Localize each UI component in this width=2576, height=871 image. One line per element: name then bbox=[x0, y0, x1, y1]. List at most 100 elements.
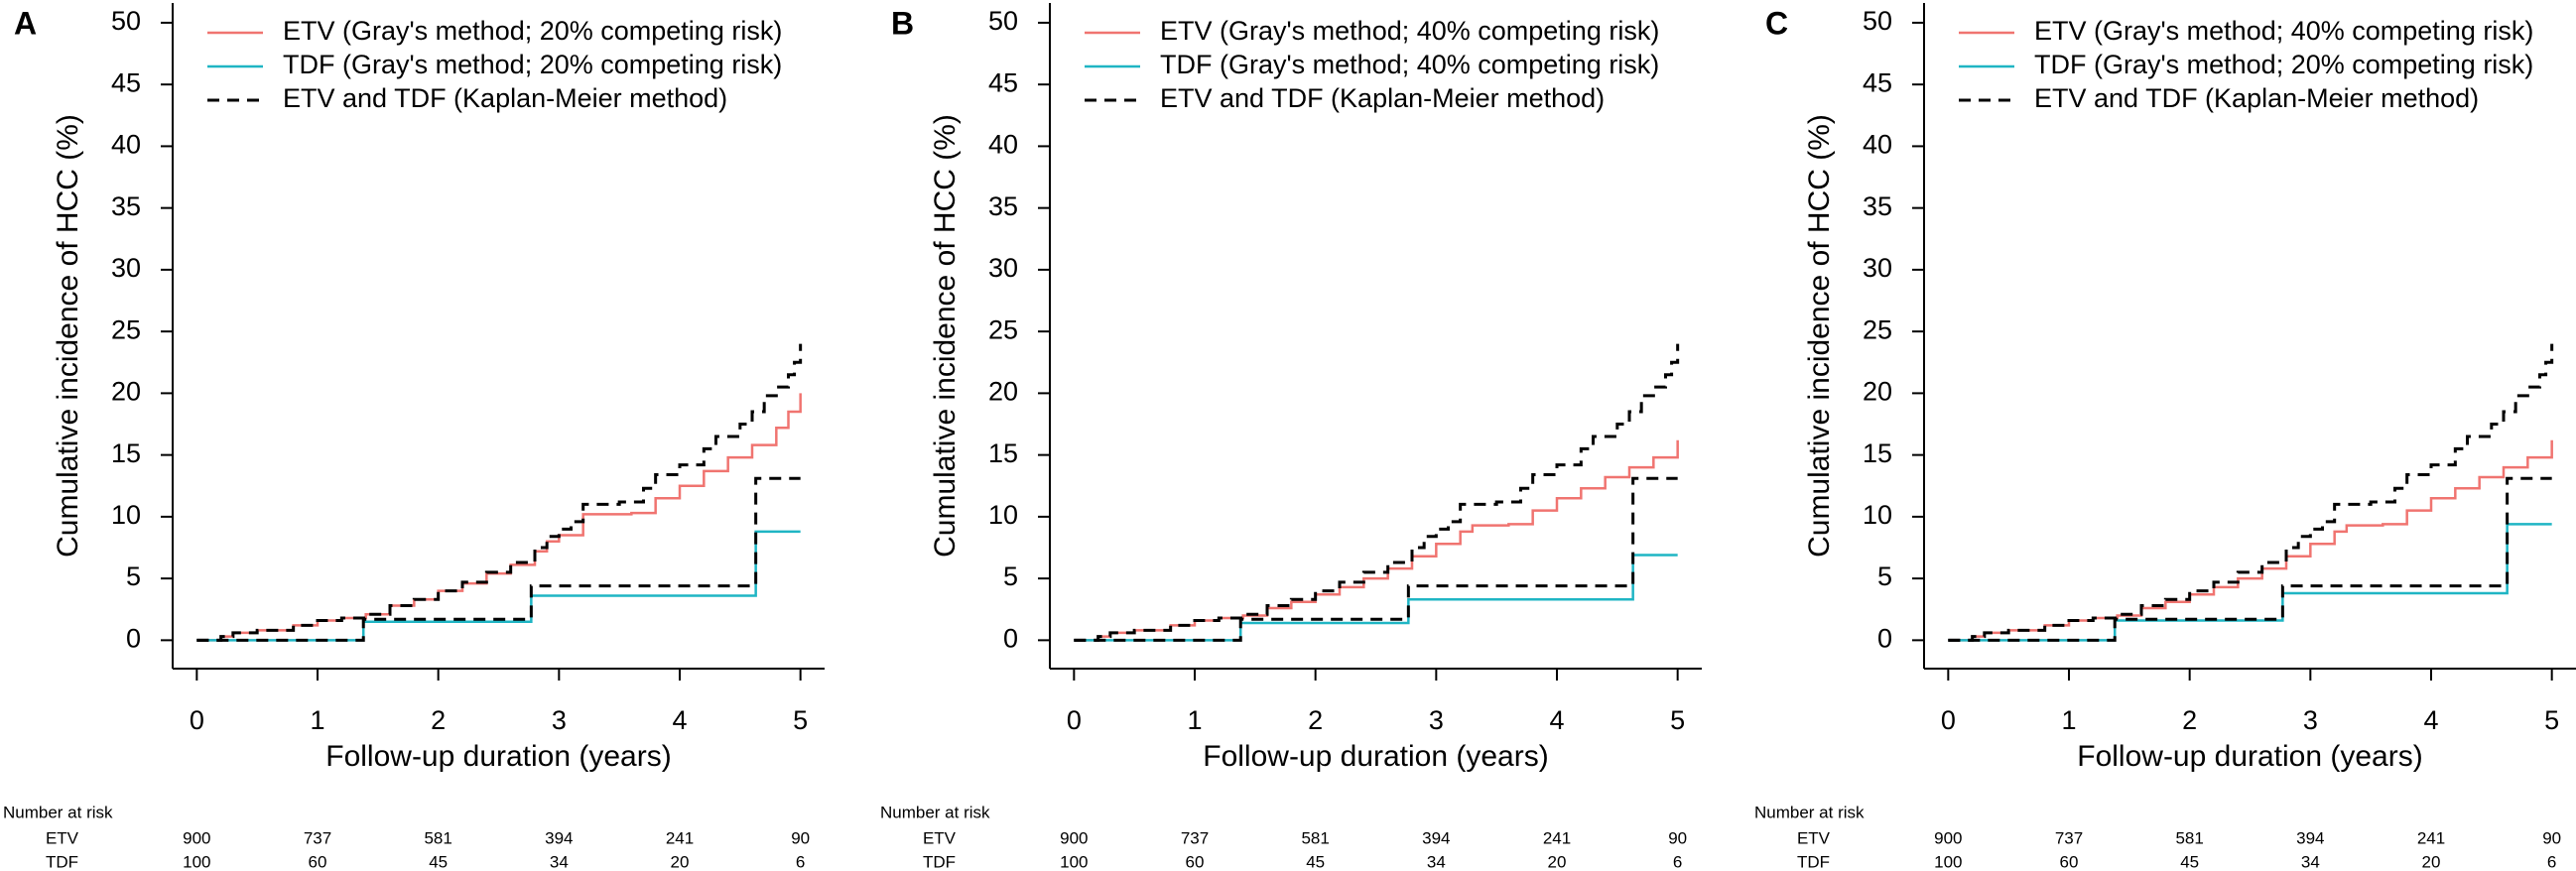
y-axis-title: Cumulative incidence of HCC (%) bbox=[52, 114, 84, 558]
x-tick-label: 3 bbox=[1429, 705, 1444, 735]
x-tick-label: 5 bbox=[1670, 705, 1685, 735]
y-tick-label: 30 bbox=[111, 253, 141, 283]
x-tick-label: 0 bbox=[1941, 705, 1956, 735]
x-tick-label: 2 bbox=[2182, 705, 2197, 735]
step-curve bbox=[1948, 476, 2552, 642]
panel-label: A bbox=[14, 5, 37, 41]
risk-count: 581 bbox=[2175, 828, 2203, 847]
risk-count: 20 bbox=[2422, 852, 2441, 871]
y-tick-label: 0 bbox=[1003, 623, 1018, 653]
risk-count: 241 bbox=[2417, 828, 2445, 847]
y-tick-label: 15 bbox=[111, 438, 141, 468]
legend-label: TDF (Gray's method; 20% competing risk) bbox=[2034, 50, 2533, 79]
risk-count: 581 bbox=[1301, 828, 1329, 847]
risk-count: 581 bbox=[424, 828, 451, 847]
risk-count: 900 bbox=[1060, 828, 1088, 847]
risk-count: 394 bbox=[1422, 828, 1450, 847]
legend-label: ETV (Gray's method; 40% competing risk) bbox=[1160, 16, 1659, 46]
step-curve bbox=[1948, 343, 2554, 642]
risk-row-label: TDF bbox=[46, 852, 78, 871]
y-tick-label: 30 bbox=[988, 253, 1018, 283]
risk-count: 100 bbox=[1934, 852, 1962, 871]
risk-count: 34 bbox=[1427, 852, 1446, 871]
y-tick-label: 5 bbox=[126, 561, 141, 591]
risk-count: 60 bbox=[1186, 852, 1205, 871]
x-tick-label: 3 bbox=[2303, 705, 2318, 735]
y-tick-label: 25 bbox=[988, 314, 1018, 344]
x-tick-label: 5 bbox=[793, 705, 808, 735]
step-curve bbox=[1074, 476, 1678, 642]
risk-count: 737 bbox=[1181, 828, 1209, 847]
y-tick-label: 10 bbox=[1863, 500, 1892, 530]
y-tick-label: 25 bbox=[111, 314, 141, 344]
risk-count: 737 bbox=[304, 828, 331, 847]
risk-count: 737 bbox=[2055, 828, 2083, 847]
x-axis-title: Follow-up duration (years) bbox=[2077, 740, 2422, 773]
x-tick-label: 1 bbox=[310, 705, 324, 735]
risk-count: 6 bbox=[2547, 852, 2556, 871]
x-axis-title: Follow-up duration (years) bbox=[1203, 740, 1548, 773]
x-tick-label: 5 bbox=[2544, 705, 2559, 735]
step-curve bbox=[1074, 554, 1678, 642]
y-tick-label: 20 bbox=[1863, 377, 1892, 407]
y-tick-label: 50 bbox=[111, 6, 141, 36]
risk-count: 100 bbox=[1060, 852, 1088, 871]
y-tick-label: 20 bbox=[111, 377, 141, 407]
legend-label: ETV (Gray's method; 40% competing risk) bbox=[2034, 16, 2533, 46]
risk-count: 45 bbox=[2180, 852, 2199, 871]
y-tick-label: 50 bbox=[1863, 6, 1892, 36]
risk-count: 90 bbox=[1668, 828, 1687, 847]
x-tick-label: 1 bbox=[2061, 705, 2076, 735]
y-tick-label: 5 bbox=[1877, 561, 1892, 591]
panel-label: B bbox=[891, 5, 914, 41]
y-tick-label: 10 bbox=[111, 500, 141, 530]
y-tick-label: 0 bbox=[126, 623, 141, 653]
y-tick-label: 40 bbox=[988, 130, 1018, 160]
step-curve bbox=[196, 343, 803, 642]
y-tick-label: 20 bbox=[988, 377, 1018, 407]
risk-row-label: TDF bbox=[923, 852, 956, 871]
legend-label: ETV and TDF (Kaplan-Meier method) bbox=[283, 83, 727, 113]
y-tick-label: 5 bbox=[1003, 561, 1018, 591]
y-tick-label: 15 bbox=[1863, 438, 1892, 468]
x-tick-label: 4 bbox=[672, 705, 687, 735]
y-tick-label: 45 bbox=[1863, 67, 1892, 97]
risk-count: 20 bbox=[671, 852, 690, 871]
x-tick-label: 3 bbox=[552, 705, 567, 735]
risk-table-title: Number at risk bbox=[3, 803, 113, 821]
risk-table-title: Number at risk bbox=[1754, 803, 1865, 821]
risk-count: 90 bbox=[791, 828, 810, 847]
legend-label: TDF (Gray's method; 40% competing risk) bbox=[1160, 50, 1659, 79]
x-tick-label: 2 bbox=[1308, 705, 1323, 735]
y-tick-label: 50 bbox=[988, 6, 1018, 36]
step-curve bbox=[196, 476, 801, 642]
legend-label: ETV and TDF (Kaplan-Meier method) bbox=[1160, 83, 1605, 113]
y-axis-title: Cumulative incidence of HCC (%) bbox=[929, 114, 962, 558]
y-axis-title: Cumulative incidence of HCC (%) bbox=[1803, 114, 1836, 558]
y-tick-label: 40 bbox=[1863, 130, 1892, 160]
y-tick-label: 10 bbox=[988, 500, 1018, 530]
y-tick-label: 35 bbox=[1863, 191, 1892, 221]
step-curve bbox=[1948, 439, 2553, 642]
risk-count: 60 bbox=[309, 852, 327, 871]
step-curve bbox=[1948, 523, 2552, 642]
x-axis-title: Follow-up duration (years) bbox=[325, 740, 671, 773]
x-tick-label: 0 bbox=[1067, 705, 1082, 735]
risk-row-label: ETV bbox=[923, 828, 957, 847]
y-tick-label: 45 bbox=[988, 67, 1018, 97]
risk-row-label: ETV bbox=[1797, 828, 1831, 847]
y-tick-label: 35 bbox=[111, 191, 141, 221]
step-curve bbox=[1074, 343, 1680, 642]
risk-count: 20 bbox=[1548, 852, 1567, 871]
risk-count: 45 bbox=[1306, 852, 1325, 871]
y-tick-label: 30 bbox=[1863, 253, 1892, 283]
risk-count: 34 bbox=[2301, 852, 2320, 871]
risk-count: 6 bbox=[796, 852, 805, 871]
risk-count: 900 bbox=[1934, 828, 1962, 847]
risk-count: 6 bbox=[1673, 852, 1682, 871]
y-tick-label: 15 bbox=[988, 438, 1018, 468]
risk-count: 60 bbox=[2060, 852, 2079, 871]
